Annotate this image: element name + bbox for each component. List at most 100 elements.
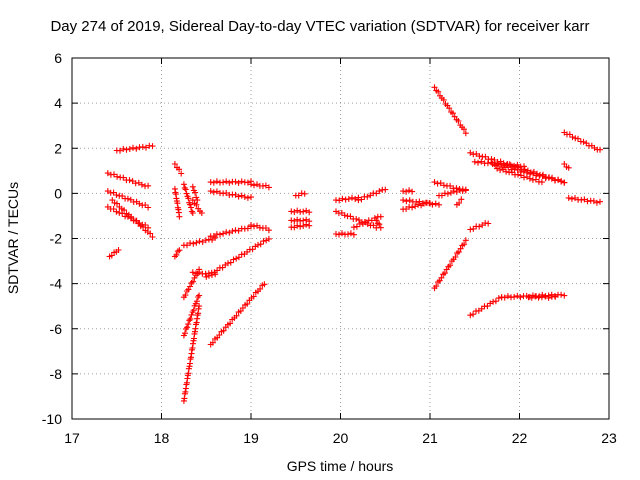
data-point <box>196 269 203 276</box>
data-point <box>225 260 231 267</box>
data-point <box>207 179 214 186</box>
data-point <box>489 161 496 167</box>
data-track <box>525 293 559 301</box>
data-point <box>584 198 591 205</box>
data-point <box>249 246 256 253</box>
data-point <box>291 209 298 215</box>
data-point <box>138 181 145 188</box>
data-track <box>109 197 156 240</box>
data-point <box>538 294 545 301</box>
data-track <box>561 129 603 153</box>
data-track <box>436 186 469 199</box>
data-point <box>129 178 136 185</box>
data-point <box>232 191 239 198</box>
data-point <box>251 182 257 189</box>
data-point <box>198 210 205 216</box>
data-point <box>504 161 511 168</box>
data-point <box>184 242 190 249</box>
data-point <box>227 259 234 266</box>
data-point <box>189 183 196 190</box>
data-point <box>345 231 351 238</box>
data-point <box>336 231 342 238</box>
data-track <box>561 161 572 171</box>
data-point <box>306 209 313 216</box>
data-point <box>580 138 587 145</box>
data-point <box>376 188 383 195</box>
data-point <box>444 190 451 197</box>
data-point <box>190 187 197 194</box>
data-point <box>252 243 259 250</box>
data-track <box>288 207 313 216</box>
data-point <box>213 178 220 185</box>
data-point <box>111 171 117 178</box>
data-point <box>303 221 310 228</box>
data-point <box>358 196 365 203</box>
data-track <box>494 165 545 186</box>
data-track <box>355 186 389 204</box>
data-point <box>437 180 444 187</box>
data-point <box>539 173 546 179</box>
data-point <box>473 150 480 157</box>
y-tick-label: 4 <box>54 95 62 111</box>
data-track <box>104 203 152 231</box>
data-point <box>212 271 219 278</box>
data-layer <box>104 84 603 404</box>
data-point <box>339 195 346 202</box>
x-tick-label: 18 <box>154 430 170 446</box>
data-point <box>447 262 454 269</box>
data-point <box>471 158 478 165</box>
data-point <box>229 228 236 235</box>
data-point <box>552 293 559 300</box>
data-point <box>176 247 183 254</box>
data-point <box>446 105 453 112</box>
data-point <box>202 237 209 244</box>
data-point <box>441 270 448 277</box>
data-point <box>350 224 357 231</box>
data-point <box>545 294 552 301</box>
data-point <box>226 179 233 186</box>
data-point <box>462 237 469 244</box>
data-point <box>255 241 261 248</box>
data-point <box>244 300 251 307</box>
data-point <box>265 184 272 191</box>
y-tick-label: -4 <box>50 276 63 292</box>
data-point <box>352 196 359 202</box>
data-point <box>406 197 413 204</box>
data-point <box>382 186 389 193</box>
data-point <box>176 166 183 173</box>
data-point <box>355 197 362 204</box>
x-tick-label: 20 <box>333 430 349 446</box>
data-point <box>475 159 481 166</box>
data-point <box>145 182 152 189</box>
data-point <box>566 131 573 138</box>
data-point <box>306 222 313 229</box>
data-track <box>350 213 384 231</box>
data-point <box>207 188 214 195</box>
data-point <box>427 200 433 207</box>
data-track <box>453 196 465 208</box>
data-point <box>300 222 307 229</box>
data-point <box>174 248 181 255</box>
data-point <box>400 188 407 195</box>
data-point <box>223 190 230 196</box>
data-point <box>450 188 457 195</box>
data-point <box>171 161 178 167</box>
data-point <box>190 240 197 247</box>
data-point <box>458 196 465 203</box>
data-point <box>248 194 254 201</box>
data-point <box>528 294 535 301</box>
data-point <box>110 206 117 212</box>
data-point <box>233 312 240 319</box>
data-point <box>341 212 348 219</box>
data-point <box>126 177 133 184</box>
data-point <box>565 194 572 201</box>
data-point <box>345 196 352 202</box>
data-track <box>207 281 268 348</box>
data-point <box>416 198 423 205</box>
data-point <box>569 134 576 141</box>
data-point <box>214 267 221 274</box>
data-point <box>597 146 603 153</box>
data-point <box>178 170 185 177</box>
data-point <box>514 292 521 299</box>
